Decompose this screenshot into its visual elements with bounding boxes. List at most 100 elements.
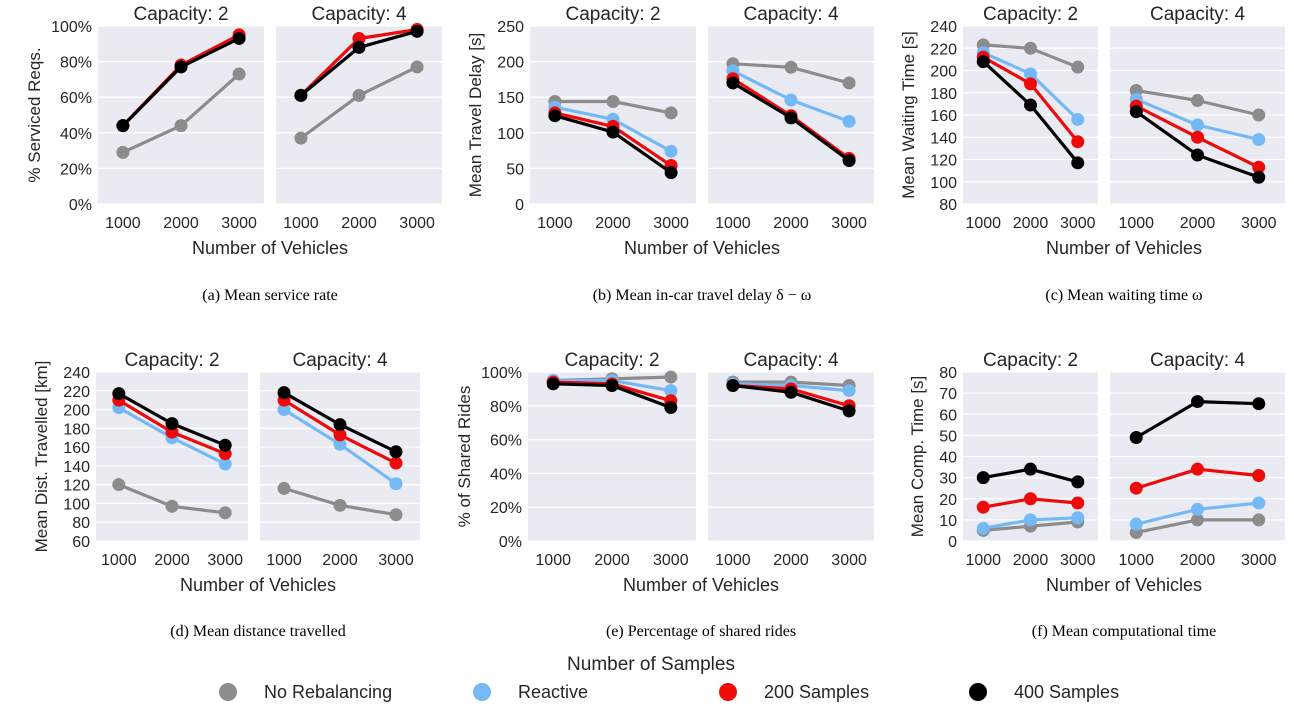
- panel-capacity-2: 1000 2000 3000 Capacity: 2: [963, 350, 1098, 569]
- data-point: [976, 521, 990, 535]
- plot-background: [276, 26, 442, 204]
- subfigure-caption: (a) Mean service rate: [202, 287, 337, 304]
- y-tick-label: 240: [63, 365, 90, 382]
- data-point: [333, 498, 347, 512]
- data-point: [1071, 496, 1085, 510]
- x-tick-label: 1000: [535, 552, 571, 569]
- data-point: [1252, 469, 1266, 483]
- subfigure-caption: (b) Mean in-car travel delay δ − ω: [593, 287, 812, 304]
- x-axis-label: Number of Vehicles: [1046, 238, 1202, 258]
- y-tick-label: 30: [939, 471, 957, 488]
- data-point: [1071, 60, 1085, 74]
- series-400-samples: [976, 55, 1085, 170]
- data-point: [1191, 130, 1204, 144]
- x-tick-label: 2000: [322, 552, 358, 569]
- data-point: [1191, 513, 1204, 527]
- data-point: [352, 40, 366, 54]
- panel-title: Capacity: 2: [124, 350, 219, 371]
- panel-title: Capacity: 2: [565, 4, 660, 25]
- y-tick-label: 0: [948, 534, 957, 551]
- y-axis-label: % of Shared Rides: [455, 386, 474, 528]
- y-axis-label: Mean Dist. Travelled [km]: [32, 361, 51, 553]
- x-tick-label: 2000: [163, 215, 199, 232]
- legend-item-200-samples: 200 Samples: [719, 682, 869, 702]
- y-tick-label: 50: [939, 428, 957, 445]
- data-point: [726, 76, 740, 90]
- x-tick-label: 1000: [105, 215, 141, 232]
- y-tick-label: 100: [497, 126, 524, 143]
- data-point: [1129, 517, 1143, 531]
- series-no-rebalancing: [277, 481, 403, 522]
- data-point: [842, 76, 856, 90]
- y-tick-label: 180: [63, 421, 90, 438]
- data-point: [165, 417, 179, 431]
- data-point: [1024, 77, 1037, 91]
- data-point: [606, 125, 620, 139]
- x-tick-label: 1000: [965, 215, 1001, 232]
- series-200-samples: [1129, 462, 1266, 495]
- data-point: [1252, 513, 1266, 527]
- data-point: [389, 477, 403, 491]
- data-point: [664, 384, 678, 398]
- series-no-rebalancing: [1129, 84, 1266, 122]
- legend-item-no-rebalancing: No Rebalancing: [219, 682, 392, 702]
- subfigure-caption: (d) Mean distance travelled: [170, 623, 345, 640]
- y-axis-label: Mean Travel Delay [s]: [466, 33, 485, 197]
- data-point: [1024, 492, 1037, 506]
- panel-capacity-4: 1000 2000 3000 Capacity: 4: [1110, 4, 1285, 232]
- x-tick-label: 3000: [378, 552, 414, 569]
- series-400-samples: [546, 377, 678, 414]
- x-axis-label: Number of Vehicles: [1046, 575, 1202, 595]
- data-point: [842, 154, 856, 168]
- y-tick-label: 40%: [60, 126, 92, 143]
- series-no-rebalancing: [116, 67, 246, 159]
- y-tick-label: 140: [930, 130, 957, 147]
- y-tick-label: 100: [63, 496, 90, 513]
- data-point: [606, 94, 620, 108]
- y-tick-label: 120: [63, 478, 90, 495]
- legend-marker: [719, 683, 737, 701]
- data-point: [1024, 98, 1037, 112]
- y-tick-label: 120: [930, 153, 957, 170]
- x-tick-label: 3000: [831, 215, 867, 232]
- panel-title: Capacity: 4: [1150, 4, 1245, 25]
- series-400-samples: [277, 386, 403, 459]
- series-400-samples: [726, 379, 856, 418]
- data-point: [410, 24, 424, 38]
- y-tick-label: 180: [930, 86, 957, 103]
- data-point: [1071, 112, 1085, 126]
- data-point: [664, 400, 678, 414]
- data-point: [1191, 395, 1204, 409]
- data-point: [112, 387, 126, 401]
- y-tick-label: 100: [930, 175, 957, 192]
- plot-background: [98, 26, 264, 204]
- y-axis-label: Mean Waiting Time [s]: [899, 31, 918, 199]
- data-point: [1024, 41, 1037, 55]
- series-reactive: [277, 403, 403, 491]
- subfigure-6: 1000 2000 3000 Capacity: 2 1000 2000 3000 Capac…: [908, 350, 1285, 640]
- x-tick-label: 1000: [715, 552, 751, 569]
- data-point: [546, 377, 560, 391]
- data-point: [116, 119, 130, 133]
- x-tick-label: 3000: [1060, 552, 1096, 569]
- legend-label: No Rebalancing: [264, 682, 392, 702]
- x-axis-label: Number of Vehicles: [623, 575, 779, 595]
- series-no-rebalancing: [294, 60, 424, 145]
- x-tick-label: 3000: [653, 552, 689, 569]
- series-400-samples: [1129, 395, 1266, 444]
- data-point: [277, 386, 291, 400]
- x-tick-label: 2000: [773, 215, 809, 232]
- x-tick-label: 1000: [537, 215, 573, 232]
- data-point: [352, 88, 366, 102]
- x-tick-label: 2000: [1013, 552, 1049, 569]
- data-point: [842, 114, 856, 128]
- x-tick-label: 1000: [1118, 215, 1154, 232]
- panel-title: Capacity: 2: [564, 350, 659, 371]
- panel-title: Capacity: 2: [983, 4, 1078, 25]
- panel-title: Capacity: 2: [983, 350, 1078, 371]
- subfigure-caption: (c) Mean waiting time ω: [1045, 287, 1202, 304]
- x-tick-label: 2000: [341, 215, 377, 232]
- legend: Number of Samples No Rebalancing Reactive…: [219, 654, 1119, 702]
- x-tick-label: 2000: [154, 552, 190, 569]
